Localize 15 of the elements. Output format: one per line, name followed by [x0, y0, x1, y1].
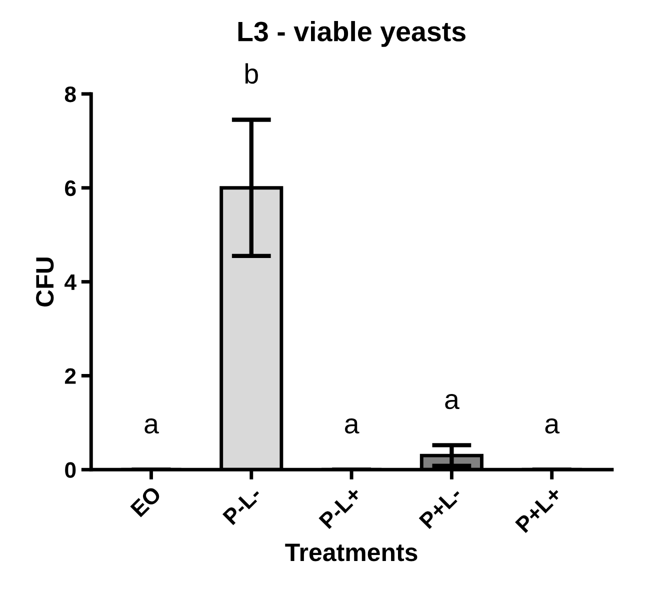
text: b: [245, 63, 258, 84]
y-tick-label: 6: [65, 180, 76, 196]
annotation: a: [445, 394, 460, 410]
y-tick-label: 0: [65, 462, 76, 478]
y-tick-label: 8: [64, 86, 76, 102]
y-tick-label: 2: [64, 368, 76, 384]
y-tick-label: 4: [64, 274, 76, 290]
x-tick-label: EO: [130, 485, 162, 518]
annotation: a: [144, 418, 159, 434]
annotation: a: [545, 418, 560, 434]
x-axis-title: Treatments: [285, 544, 418, 562]
x-tick-label: P-L-: [222, 485, 262, 526]
y-axis-title: CFU: [36, 258, 54, 306]
chart-title: L3 - viable yeasts: [238, 21, 466, 47]
annotation: a: [344, 418, 360, 434]
